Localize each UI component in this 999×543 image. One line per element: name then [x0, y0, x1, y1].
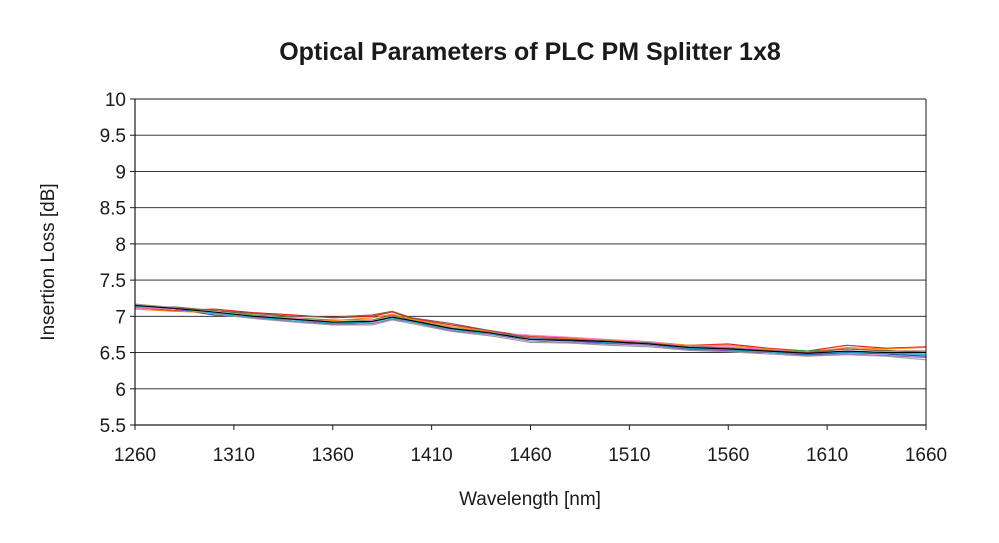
- y-tick-label: 5.5: [100, 416, 126, 437]
- grid: [135, 98, 926, 426]
- series-line: [134, 305, 927, 354]
- y-tick-label: 8.5: [100, 199, 126, 220]
- x-tick-label: 1310: [213, 445, 255, 466]
- series-line: [134, 304, 927, 359]
- series-line: [134, 303, 927, 361]
- axes: [130, 98, 927, 430]
- series-group: [134, 303, 927, 361]
- chart-title: Optical Parameters of PLC PM Splitter 1x…: [279, 38, 781, 66]
- y-tick-label: 7: [115, 307, 126, 328]
- series-line: [134, 307, 927, 352]
- x-tick-label: 1660: [905, 445, 947, 466]
- series-line: [134, 308, 927, 354]
- y-tick-label: 6.5: [100, 344, 126, 365]
- y-axis-label: Insertion Loss [dB]: [38, 183, 59, 340]
- x-tick-labels: 1260 1310 1360 1410 1460 1510 1560 1610 1660: [114, 445, 947, 466]
- series-line: [135, 306, 926, 354]
- y-tick-label: 6: [115, 380, 126, 401]
- y-tick-label: 8: [115, 235, 126, 256]
- x-tick-label: 1260: [114, 445, 156, 466]
- y-tick-label: 9: [115, 162, 126, 183]
- y-tick-label: 7.5: [100, 271, 126, 292]
- x-tick-label: 1610: [806, 445, 848, 466]
- y-tick-label: 10: [105, 90, 126, 111]
- y-tick-label: 9.5: [100, 126, 126, 147]
- x-tick-label: 1360: [312, 445, 354, 466]
- x-tick-label: 1410: [410, 445, 452, 466]
- y-tick-labels: 5.5 6 6.5 7 7.5 8 8.5 9 9.5 10: [100, 90, 126, 437]
- x-tick-label: 1510: [608, 445, 650, 466]
- x-tick-label: 1460: [509, 445, 551, 466]
- x-axis-label: Wavelength [nm]: [459, 489, 601, 510]
- series-line: [134, 304, 926, 354]
- x-tick-label: 1560: [707, 445, 749, 466]
